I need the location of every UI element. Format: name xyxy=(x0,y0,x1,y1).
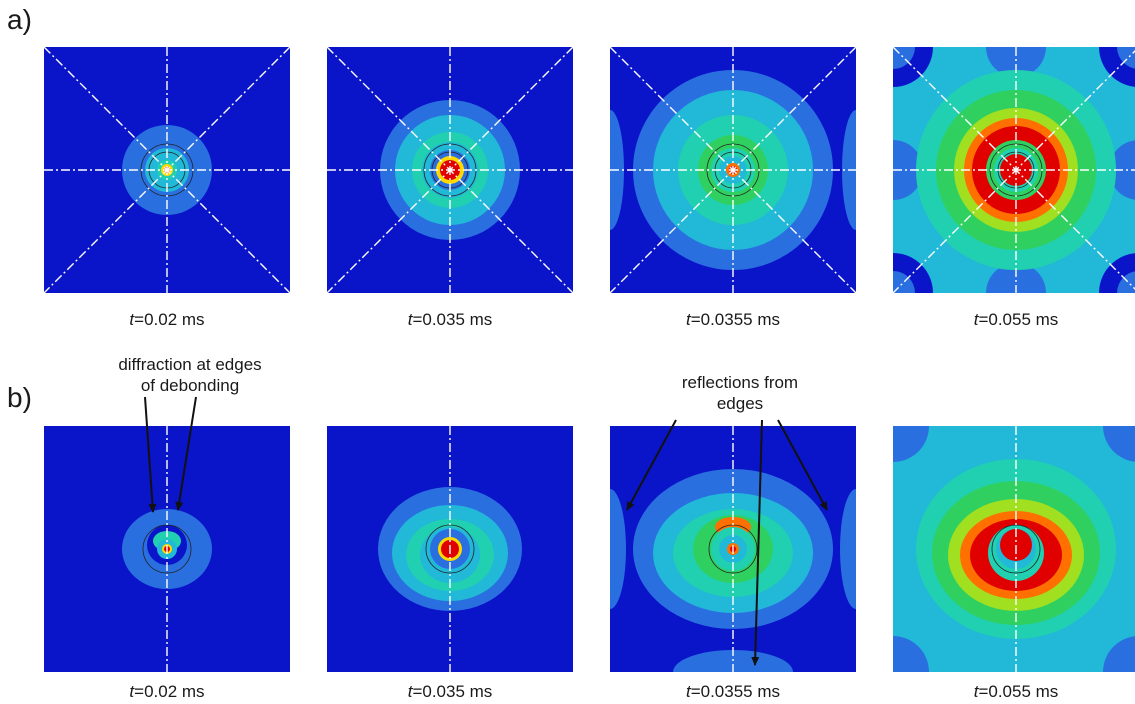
caption-b-2: t=0.035 ms xyxy=(407,682,493,701)
wave-panel-a-2 xyxy=(327,47,573,293)
corner-field xyxy=(1117,47,1135,69)
annotation-reflections: reflections from edges xyxy=(681,373,799,413)
wave-panel-b-4 xyxy=(893,426,1135,672)
row-label-b: b) xyxy=(7,382,32,413)
caption-a-3: t=0.0355 ms xyxy=(685,310,781,329)
wave-panel-b-1 xyxy=(44,426,290,672)
annotation-diffraction: diffraction at edges of debonding xyxy=(118,355,262,395)
edge-field xyxy=(893,140,923,200)
corner-field xyxy=(1117,271,1135,293)
debonding-outline xyxy=(991,524,1041,574)
symmetry-line xyxy=(893,50,1135,293)
corner-field xyxy=(1103,426,1135,462)
wave-panel-a-1 xyxy=(44,47,290,293)
caption-b-3: t=0.0355 ms xyxy=(685,682,781,701)
wave-panel-b-3 xyxy=(610,426,856,672)
caption-a-4: t=0.055 ms xyxy=(973,310,1059,329)
wave-panel-a-3 xyxy=(610,47,856,293)
caption-a-2: t=0.035 ms xyxy=(407,310,493,329)
corner-field xyxy=(1103,636,1135,672)
wave-panel-a-4 xyxy=(893,47,1135,293)
row-label-a: a) xyxy=(7,4,32,35)
debonding-outline xyxy=(425,524,475,574)
symmetry-line xyxy=(44,47,290,293)
caption-a-1: t=0.02 ms xyxy=(129,310,205,329)
edge-reflection xyxy=(610,489,626,609)
wave-panel-b-2 xyxy=(327,426,573,672)
debonding-outline xyxy=(142,524,192,574)
corner-field xyxy=(893,426,929,462)
symmetry-line xyxy=(327,47,573,293)
corner-field xyxy=(893,636,929,672)
edge-reflection xyxy=(840,489,856,609)
edge-field xyxy=(986,47,1046,77)
edge-field xyxy=(986,263,1046,293)
caption-b-1: t=0.02 ms xyxy=(129,682,205,701)
symmetry-line xyxy=(610,47,856,293)
caption-b-4: t=0.055 ms xyxy=(973,682,1059,701)
